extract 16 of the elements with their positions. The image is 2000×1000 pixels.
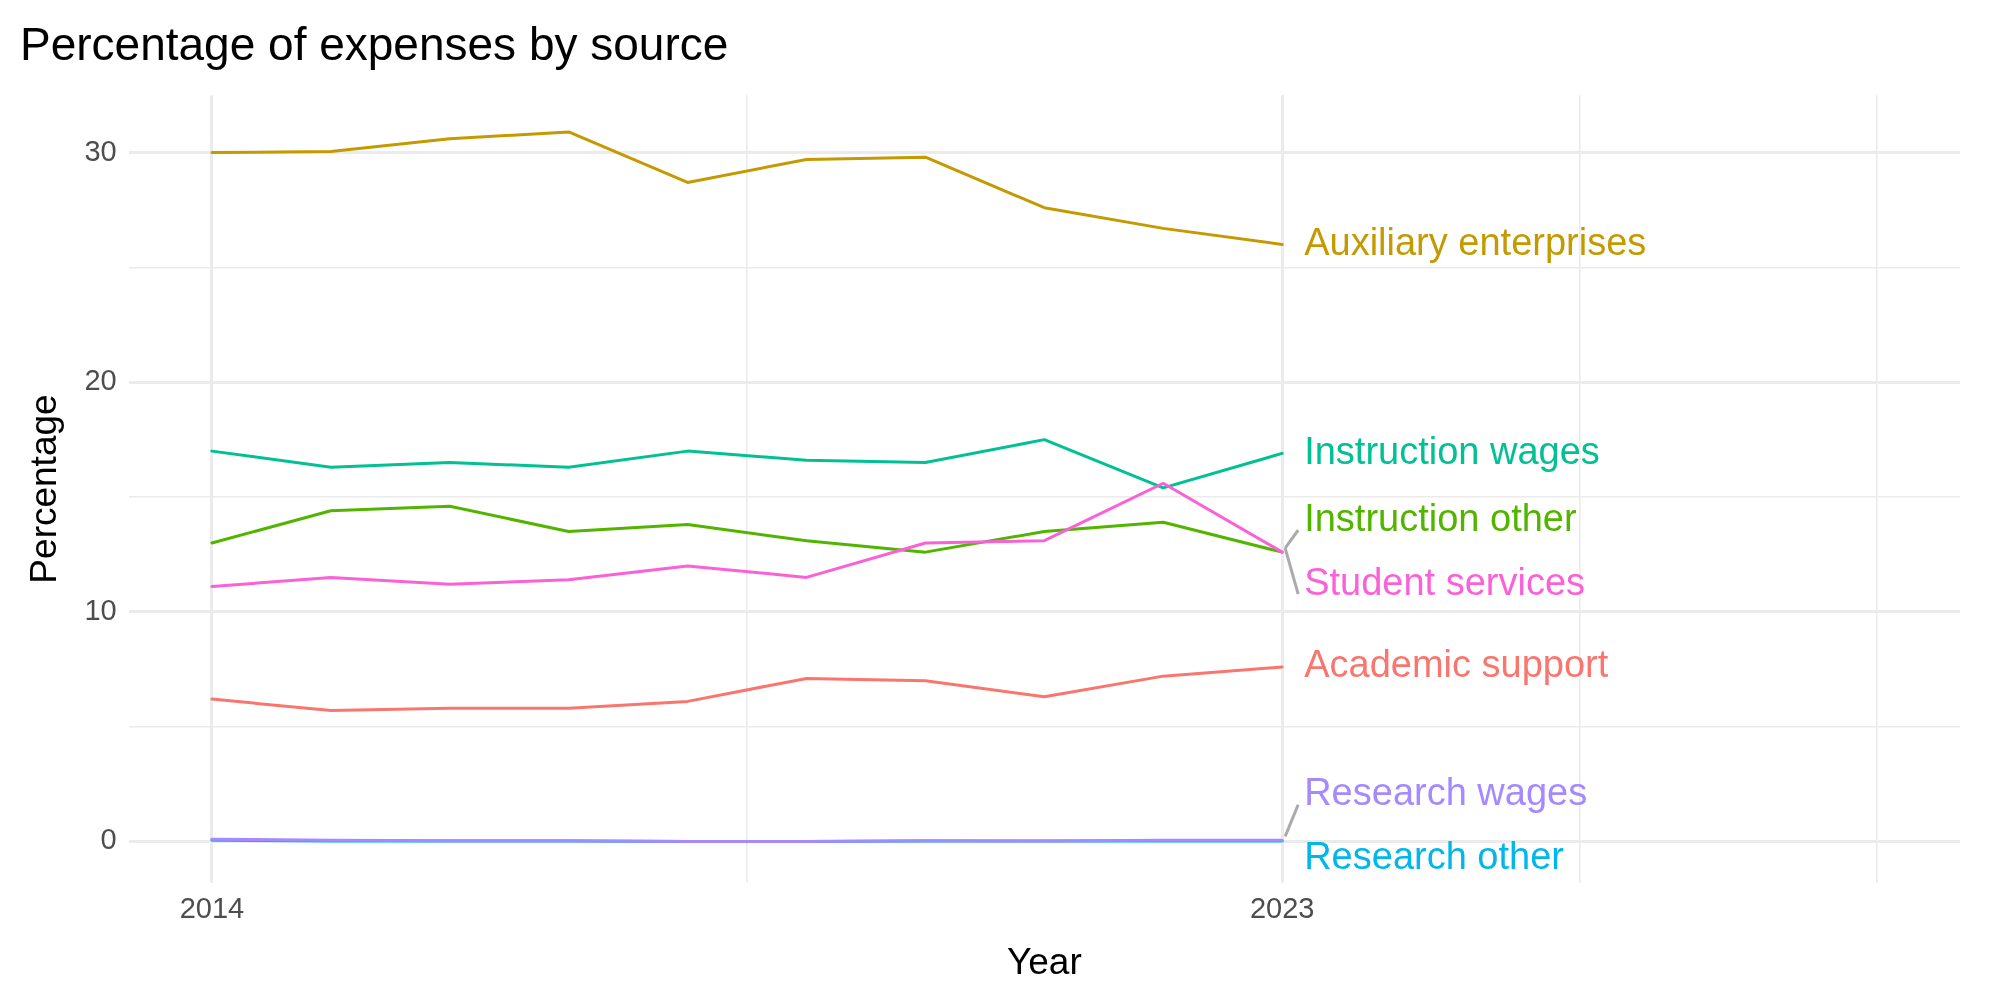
x-tick-label: 2023: [1249, 892, 1315, 925]
chart-title: Percentage of expenses by source: [20, 18, 729, 71]
series-label: Research other: [1304, 835, 1565, 878]
series-label: Academic support: [1304, 643, 1609, 686]
series-label: Instruction other: [1304, 496, 1577, 539]
series-label: Research wages: [1304, 771, 1588, 814]
series-label: Student services: [1304, 560, 1586, 603]
x-tick-label: 2014: [179, 892, 245, 925]
series-label: Instruction wages: [1304, 429, 1600, 472]
x-axis-title: Year: [1006, 941, 1082, 982]
y-tick-label: 10: [84, 593, 117, 626]
y-tick-label: 0: [100, 823, 117, 856]
y-tick-label: 20: [84, 364, 117, 397]
y-tick-label: 30: [84, 134, 117, 167]
y-axis-title: Percentage: [23, 394, 65, 584]
series-label: Auxiliary enterprises: [1304, 220, 1647, 263]
